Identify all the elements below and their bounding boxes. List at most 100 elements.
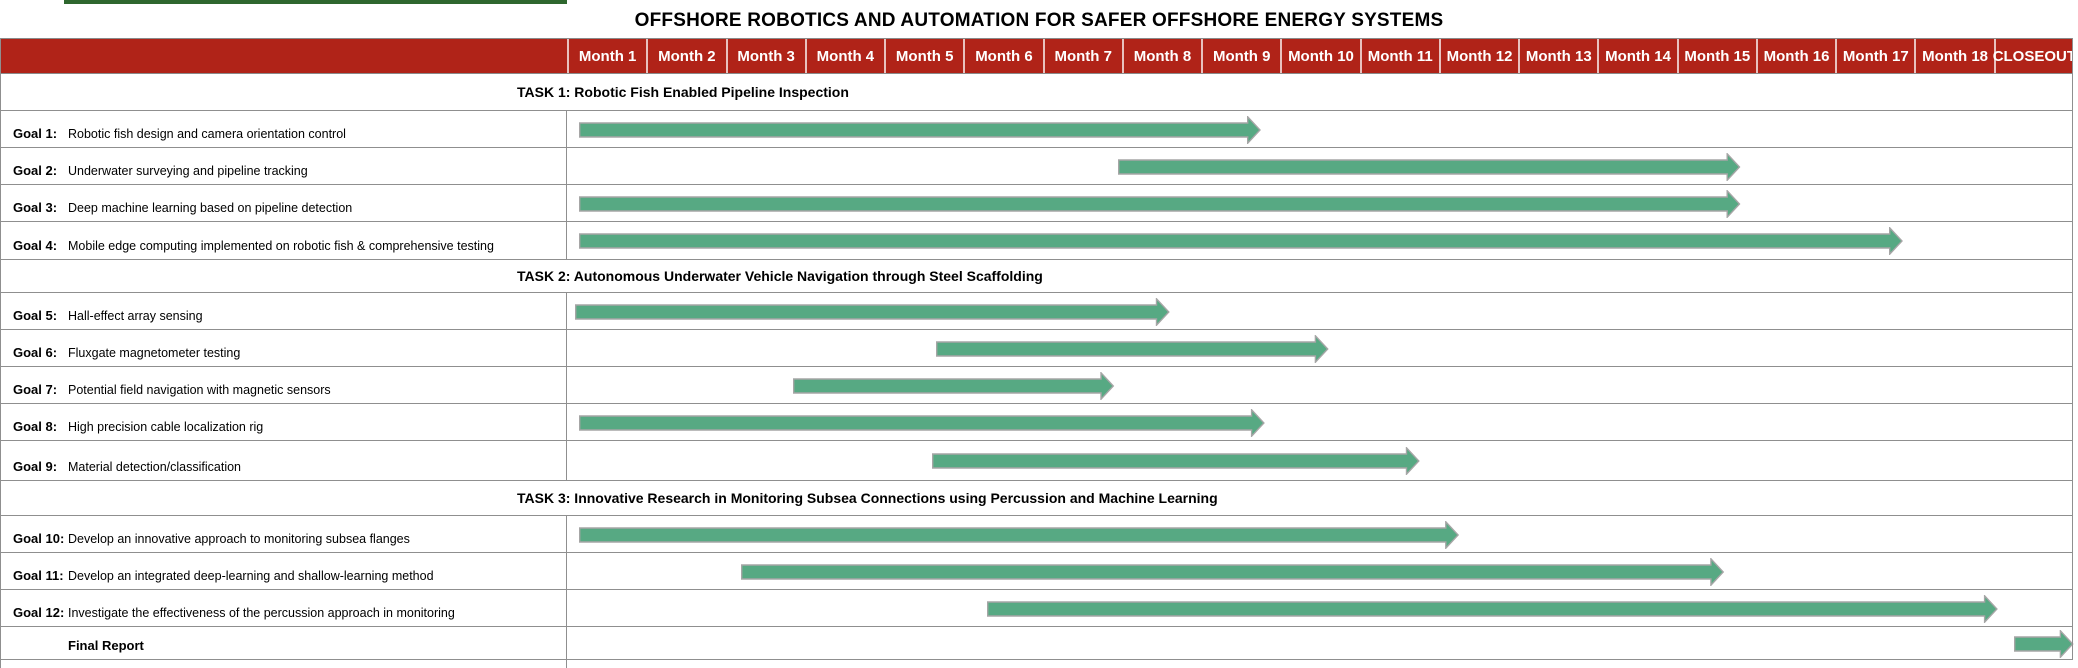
goal-label-cell: Goal 5: Hall-effect array sensing bbox=[0, 293, 567, 329]
goal-description: Underwater surveying and pipeline tracki… bbox=[68, 164, 308, 178]
goal-description: Mobile edge computing implemented on rob… bbox=[68, 239, 494, 253]
month-header-cell: Month 18 bbox=[1914, 39, 1993, 73]
month-header-cell: Month 15 bbox=[1676, 39, 1756, 73]
goal-number-label: Goal 12: bbox=[13, 605, 65, 620]
label-column-divider-extension bbox=[566, 660, 567, 668]
goal-description: Investigate the effectiveness of the per… bbox=[68, 606, 455, 620]
goal-label-cell: Goal 12: Investigate the effectiveness of… bbox=[0, 590, 567, 626]
table-right-border bbox=[2072, 38, 2073, 660]
gantt-bar-arrow bbox=[987, 594, 1998, 623]
task-section-row: TASK 1: Robotic Fish Enabled Pipeline In… bbox=[0, 74, 2073, 111]
table-left-border bbox=[0, 38, 1, 668]
month-header-cell: Month 5 bbox=[884, 39, 963, 73]
goal-timeline-cell bbox=[567, 553, 2073, 589]
goal-number-label: Goal 1: bbox=[13, 126, 58, 141]
goal-description: Deep machine learning based on pipeline … bbox=[68, 201, 353, 215]
goal-timeline-cell bbox=[567, 516, 2073, 552]
task-section-title: TASK 2: Autonomous Underwater Vehicle Na… bbox=[517, 268, 1043, 284]
month-header-cell: Month 14 bbox=[1597, 39, 1676, 73]
closeout-header-cell: CLOSEOUT bbox=[1993, 39, 2076, 73]
goal-row: Goal 5: Hall-effect array sensing bbox=[0, 293, 2073, 330]
timeline-header-row: Month 1 Month 2 Month 3 Month 4 Month 5 Month… bbox=[0, 38, 2076, 74]
goal-label-cell: Goal 7: Potential field navigation with m… bbox=[0, 367, 567, 403]
goal-row: Goal 8: High precision cable localization… bbox=[0, 404, 2073, 441]
task-section-row: TASK 3: Innovative Research in Monitorin… bbox=[0, 481, 2073, 516]
month-header-cell: Month 17 bbox=[1835, 39, 1914, 73]
month-header-cell: Month 2 bbox=[646, 39, 725, 73]
chart-title: OFFSHORE ROBOTICS AND AUTOMATION FOR SAF… bbox=[634, 9, 1444, 31]
goal-label-cell: Goal 4: Mobile edge computing implemented… bbox=[0, 222, 567, 259]
month-header-cell: Month 9 bbox=[1201, 39, 1280, 73]
goal-row: Goal 7: Potential field navigation with m… bbox=[0, 367, 2073, 404]
top-accent-strip bbox=[64, 0, 567, 4]
task-section-title: TASK 1: Robotic Fish Enabled Pipeline In… bbox=[517, 84, 849, 100]
goal-number-label: Goal 11: bbox=[13, 568, 64, 583]
month-header-cell: Month 16 bbox=[1755, 39, 1835, 73]
goal-label-cell: Goal 11: Develop an integrated deep-learn… bbox=[0, 553, 567, 589]
goal-label-cell: Goal 6: Fluxgate magnetometer testing bbox=[0, 330, 567, 366]
goal-description: High precision cable localization rig bbox=[68, 420, 264, 434]
goal-number-label: Goal 10: bbox=[13, 531, 65, 546]
task-section-title: TASK 3: Innovative Research in Monitorin… bbox=[517, 490, 1218, 506]
month-header-cell: Month 13 bbox=[1518, 39, 1597, 73]
gantt-bar-arrow bbox=[574, 297, 1170, 326]
goal-timeline-cell bbox=[567, 404, 2073, 440]
gantt-bar-arrow bbox=[792, 371, 1115, 400]
goal-timeline-cell bbox=[567, 111, 2073, 147]
month-header-cell: Month 10 bbox=[1280, 39, 1359, 73]
goal-number-label: Goal 9: bbox=[13, 459, 58, 474]
goal-timeline-cell bbox=[567, 293, 2073, 329]
goal-row: Final Report bbox=[0, 627, 2074, 660]
goal-timeline-cell bbox=[567, 627, 2074, 659]
task-section-row: TASK 2: Autonomous Underwater Vehicle Na… bbox=[0, 260, 2073, 293]
goal-row: Goal 10: Develop an innovative approach t… bbox=[0, 516, 2073, 553]
goal-row: Goal 2: Underwater surveying and pipeline… bbox=[0, 148, 2073, 185]
month-header-cell: Month 8 bbox=[1121, 39, 1201, 73]
goal-description: Fluxgate magnetometer testing bbox=[68, 346, 241, 360]
goal-timeline-cell bbox=[567, 330, 2073, 366]
month-header-cell: Month 3 bbox=[725, 39, 805, 73]
goal-timeline-cell bbox=[567, 185, 2073, 221]
goal-description: Final Report bbox=[68, 638, 144, 653]
goal-description: Potential field navigation with magnetic… bbox=[68, 383, 331, 397]
gantt-bar-arrow bbox=[578, 227, 1903, 255]
goal-label-cell: Goal 1: Robotic fish design and camera or… bbox=[0, 111, 567, 147]
gantt-bar-arrow bbox=[2013, 629, 2074, 658]
goal-number-label: Goal 8: bbox=[13, 419, 58, 434]
goal-number-label: Goal 5: bbox=[13, 308, 58, 323]
goal-label-cell: Goal 9: Material detection/classification bbox=[0, 441, 567, 480]
goal-label-cell: Goal 8: High precision cable localization… bbox=[0, 404, 567, 440]
goal-number-label: Goal 6: bbox=[13, 345, 58, 360]
goal-number-label: Goal 7: bbox=[13, 382, 58, 397]
goal-number-label: Goal 3: bbox=[13, 200, 58, 215]
goal-row: Goal 1: Robotic fish design and camera or… bbox=[0, 111, 2073, 148]
goal-row: Goal 3: Deep machine learning based on pi… bbox=[0, 185, 2073, 222]
goal-description: Hall-effect array sensing bbox=[68, 309, 203, 323]
goal-timeline-cell bbox=[567, 590, 2073, 626]
gantt-bar-arrow bbox=[931, 447, 1420, 475]
goal-timeline-cell bbox=[567, 367, 2073, 403]
goal-timeline-cell bbox=[567, 441, 2073, 480]
gantt-bar-arrow bbox=[578, 115, 1261, 144]
goal-label-cell: Goal 10: Develop an innovative approach t… bbox=[0, 516, 567, 552]
goal-row: Goal 9: Material detection/classification bbox=[0, 441, 2073, 481]
gantt-bar-arrow bbox=[1117, 152, 1741, 181]
goal-row: Goal 4: Mobile edge computing implemented… bbox=[0, 222, 2073, 260]
month-header-cell: Month 12 bbox=[1438, 39, 1518, 73]
goal-timeline-cell bbox=[567, 222, 2073, 259]
goal-row: Goal 11: Develop an integrated deep-learn… bbox=[0, 553, 2073, 590]
month-header-cell: Month 7 bbox=[1042, 39, 1122, 73]
goal-description: Robotic fish design and camera orientati… bbox=[68, 127, 346, 141]
goal-description: Develop an innovative approach to monito… bbox=[68, 532, 410, 546]
goal-row: Goal 12: Investigate the effectiveness of… bbox=[0, 590, 2073, 627]
goal-number-label: Goal 2: bbox=[13, 163, 58, 178]
gantt-bar-arrow bbox=[578, 189, 1741, 218]
goal-description: Develop an integrated deep-learning and … bbox=[68, 569, 434, 583]
goal-timeline-cell bbox=[567, 148, 2073, 184]
month-header-cell: Month 1 bbox=[567, 39, 646, 73]
gantt-bar-arrow bbox=[578, 408, 1265, 437]
month-header-cell: Month 4 bbox=[804, 39, 884, 73]
goal-number-label: Goal 4: bbox=[13, 238, 58, 253]
gantt-bar-arrow bbox=[935, 334, 1329, 363]
